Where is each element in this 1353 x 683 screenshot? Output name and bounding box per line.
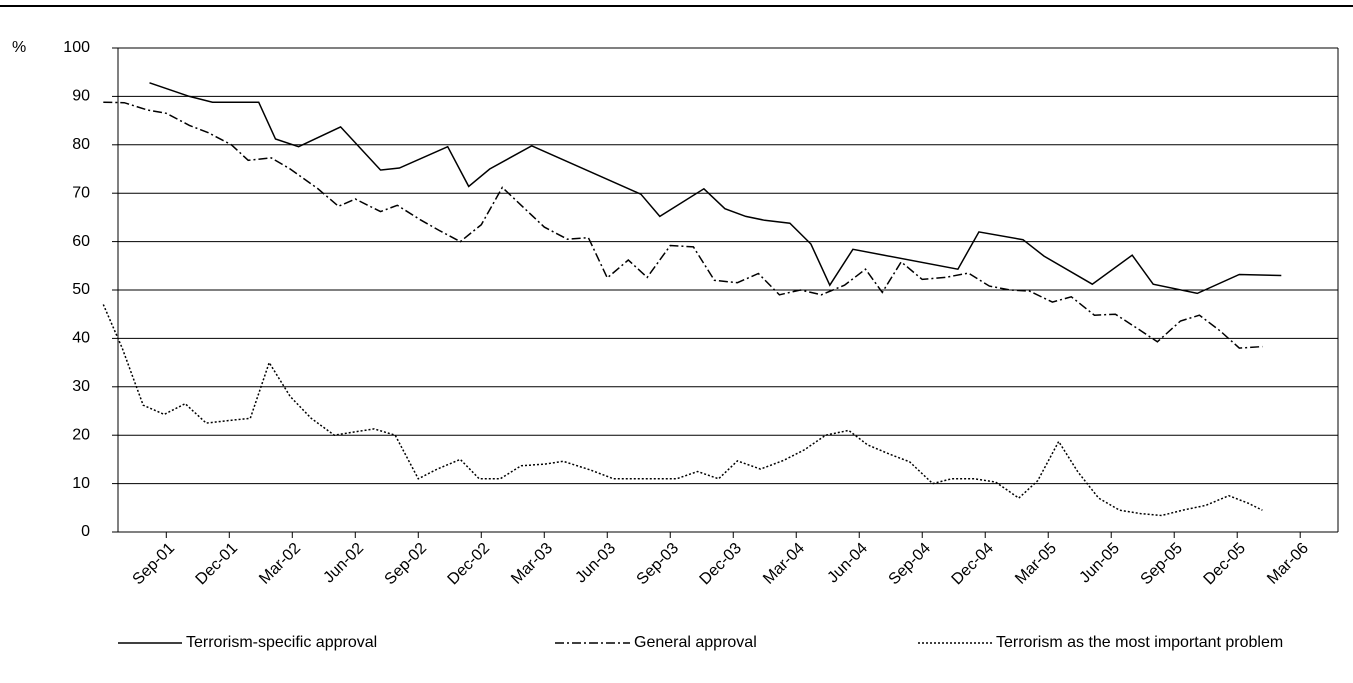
series-line [103, 101, 1263, 349]
x-tick-label: Jun-04 [824, 540, 871, 587]
y-tick-label: 10 [72, 475, 90, 492]
y-tick-label: 0 [81, 523, 90, 540]
y-tick-label: 90 [72, 88, 90, 105]
y-tick-label: 60 [72, 233, 90, 250]
x-tick-label: Dec-02 [445, 540, 494, 589]
y-tick-label: 100 [63, 39, 90, 56]
x-tick-label: Sep-02 [382, 540, 431, 589]
x-tick-label: Sep-01 [130, 540, 179, 589]
x-tick-label: Sep-05 [1138, 540, 1187, 589]
x-tick-label: Jun-02 [320, 540, 367, 587]
y-tick-label: 20 [72, 426, 90, 443]
legend-label: General approval [634, 634, 757, 651]
x-tick-label: Jun-03 [572, 540, 619, 587]
x-tick-label: Sep-04 [886, 540, 935, 589]
x-tick-label: Mar-06 [1264, 540, 1312, 588]
x-tick-label: Mar-03 [508, 540, 556, 588]
series-line [102, 304, 1263, 517]
x-tick-label: Mar-05 [1012, 540, 1060, 588]
x-tick-label: Dec-01 [193, 540, 242, 589]
x-tick-label: Mar-04 [760, 540, 808, 588]
series-line [149, 82, 1282, 295]
legend-label: Terrorism-specific approval [186, 634, 377, 651]
y-tick-label: 30 [72, 378, 90, 395]
x-tick-label: Mar-02 [256, 540, 304, 588]
y-unit: % [12, 39, 26, 56]
x-tick-label: Jun-05 [1076, 540, 1123, 587]
y-tick-label: 70 [72, 184, 90, 201]
y-tick-label: 80 [72, 136, 90, 153]
x-tick-label: Sep-03 [634, 540, 683, 589]
y-tick-label: 40 [72, 330, 90, 347]
x-tick-label: Dec-05 [1201, 540, 1250, 589]
x-tick-label: Dec-04 [949, 540, 998, 589]
y-tick-label: 50 [72, 281, 90, 298]
x-tick-label: Dec-03 [697, 540, 746, 589]
legend-label: Terrorism as the most important problem [996, 634, 1283, 651]
